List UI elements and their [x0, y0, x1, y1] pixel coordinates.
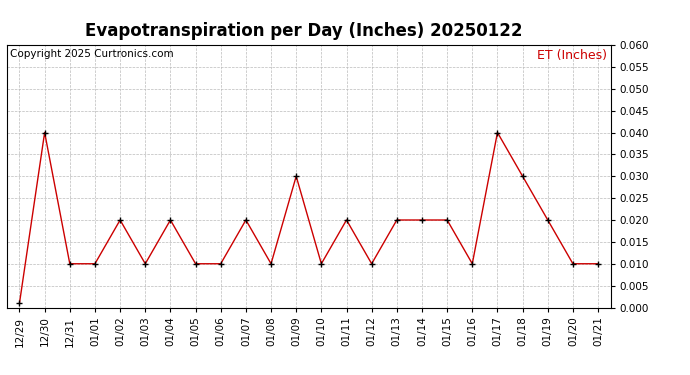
Text: ET (Inches): ET (Inches) — [538, 49, 607, 62]
Text: Evapotranspiration per Day (Inches) 20250122: Evapotranspiration per Day (Inches) 2025… — [85, 22, 522, 40]
Text: Copyright 2025 Curtronics.com: Copyright 2025 Curtronics.com — [10, 49, 174, 59]
